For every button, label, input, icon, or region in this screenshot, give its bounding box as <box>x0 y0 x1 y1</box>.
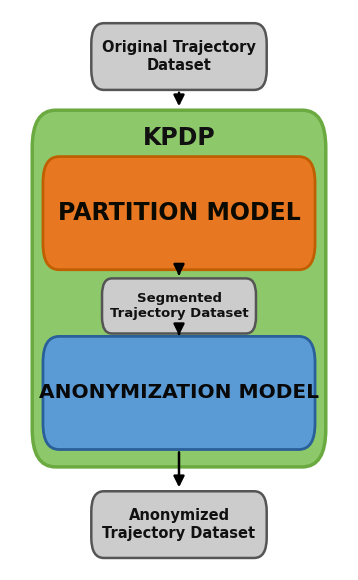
FancyBboxPatch shape <box>43 336 315 450</box>
FancyBboxPatch shape <box>91 491 267 558</box>
Text: PARTITION MODEL: PARTITION MODEL <box>58 201 300 225</box>
FancyBboxPatch shape <box>32 110 326 467</box>
Text: Anonymized
Trajectory Dataset: Anonymized Trajectory Dataset <box>102 509 256 541</box>
Text: ANONYMIZATION MODEL: ANONYMIZATION MODEL <box>39 383 319 403</box>
Text: Segmented
Trajectory Dataset: Segmented Trajectory Dataset <box>110 292 248 320</box>
Text: Original Trajectory
Dataset: Original Trajectory Dataset <box>102 41 256 72</box>
Text: KPDP: KPDP <box>142 126 216 150</box>
FancyBboxPatch shape <box>43 157 315 270</box>
FancyBboxPatch shape <box>91 23 267 90</box>
FancyBboxPatch shape <box>102 278 256 333</box>
